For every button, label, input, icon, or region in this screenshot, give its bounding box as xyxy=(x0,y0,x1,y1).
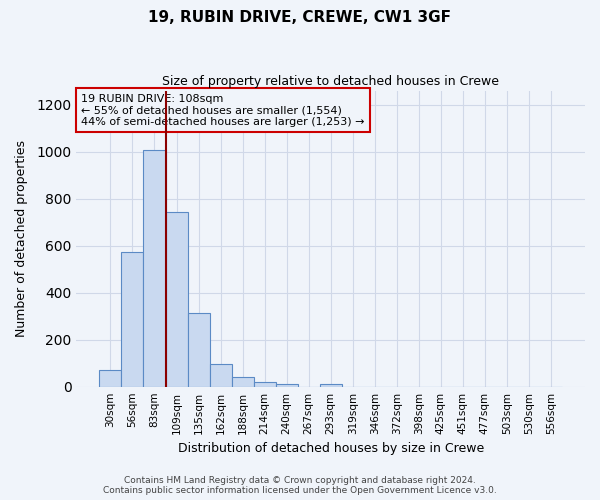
Y-axis label: Number of detached properties: Number of detached properties xyxy=(15,140,28,337)
Bar xyxy=(100,370,121,386)
Bar xyxy=(143,150,166,386)
Bar xyxy=(166,212,188,386)
Bar xyxy=(209,364,232,386)
X-axis label: Distribution of detached houses by size in Crewe: Distribution of detached houses by size … xyxy=(178,442,484,455)
Title: Size of property relative to detached houses in Crewe: Size of property relative to detached ho… xyxy=(162,75,499,88)
Bar xyxy=(320,384,341,386)
Bar xyxy=(188,312,209,386)
Bar xyxy=(121,252,143,386)
Bar xyxy=(254,382,275,386)
Text: 19 RUBIN DRIVE: 108sqm
← 55% of detached houses are smaller (1,554)
44% of semi-: 19 RUBIN DRIVE: 108sqm ← 55% of detached… xyxy=(82,94,365,126)
Bar xyxy=(232,378,254,386)
Bar xyxy=(275,384,298,386)
Text: Contains HM Land Registry data © Crown copyright and database right 2024.
Contai: Contains HM Land Registry data © Crown c… xyxy=(103,476,497,495)
Text: 19, RUBIN DRIVE, CREWE, CW1 3GF: 19, RUBIN DRIVE, CREWE, CW1 3GF xyxy=(149,10,452,25)
